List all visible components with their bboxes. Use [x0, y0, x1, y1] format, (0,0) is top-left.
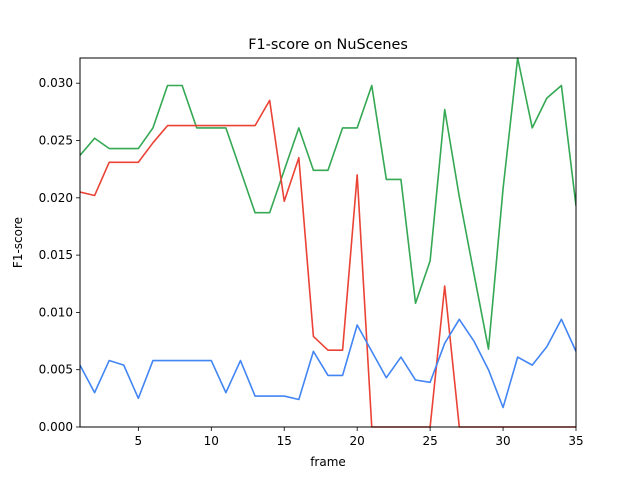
chart-title: F1-score on NuScenes [248, 37, 408, 53]
x-tick-label: 20 [350, 434, 365, 448]
x-tick-label: 25 [422, 434, 437, 448]
plot-frame [79, 57, 577, 428]
x-axis-label: frame [310, 455, 346, 469]
series-line-1 [80, 57, 576, 350]
x-tick-label: 10 [204, 434, 219, 448]
x-axis-ticks: 5 10 15 20 25 30 35 [135, 427, 584, 448]
series-line-3 [80, 318, 576, 409]
y-tick-label: 0.015 [39, 248, 73, 262]
x-tick-label: 15 [277, 434, 292, 448]
x-tick-label: 35 [568, 434, 583, 448]
y-axis-ticks: 0.000 0.005 0.010 0.015 0.020 0.025 0.030 [39, 76, 80, 434]
x-tick-label: 5 [135, 434, 143, 448]
series-line-2 [80, 99, 576, 428]
y-tick-label: 0.000 [39, 420, 73, 434]
y-axis-label: F1-score [11, 217, 25, 268]
y-tick-label: 0.030 [39, 76, 73, 90]
plot-lines [80, 57, 576, 428]
y-tick-label: 0.005 [39, 363, 73, 377]
y-tick-label: 0.025 [39, 134, 73, 148]
y-tick-label: 0.020 [39, 191, 73, 205]
y-tick-label: 0.010 [39, 305, 73, 319]
x-tick-label: 30 [495, 434, 510, 448]
